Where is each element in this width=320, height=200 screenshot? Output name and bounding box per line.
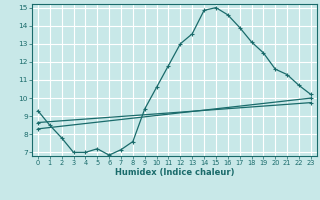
X-axis label: Humidex (Indice chaleur): Humidex (Indice chaleur) bbox=[115, 168, 234, 177]
